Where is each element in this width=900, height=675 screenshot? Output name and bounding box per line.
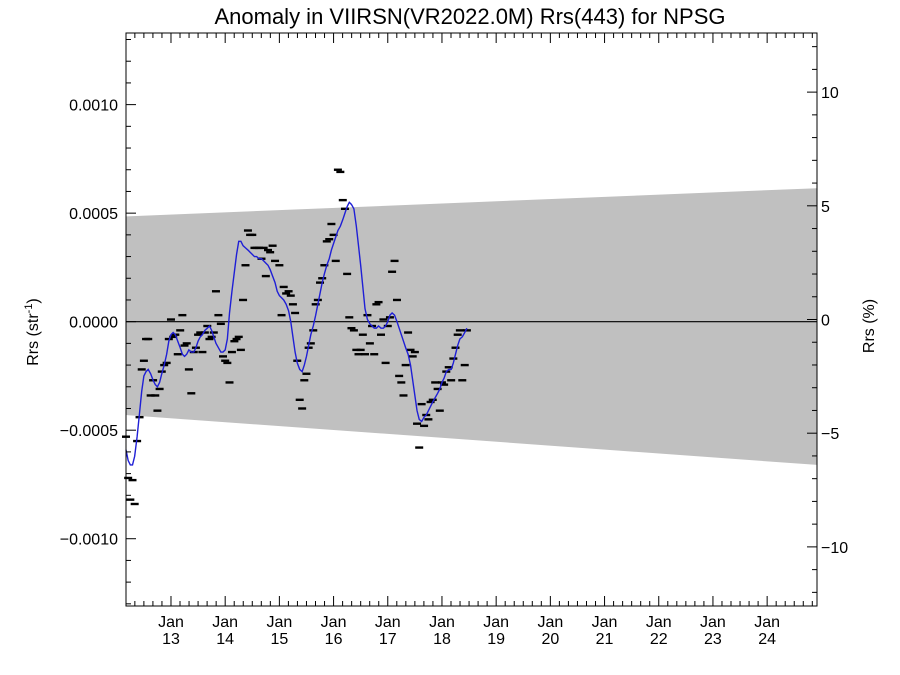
y-tick-label: 0.0010 — [69, 98, 118, 115]
x-tick-label-month: Jan — [321, 614, 347, 631]
series-line — [125, 201, 468, 466]
y-axis-left-title: Rrs (str-1) — [23, 298, 42, 366]
x-tick-label-month: Jan — [646, 614, 672, 631]
y2-tick-label: 10 — [821, 85, 839, 102]
x-tick-label-year: 16 — [325, 631, 343, 648]
y-axis-left-title-close: ) — [25, 298, 42, 303]
y2-tick-label: 0 — [821, 313, 830, 330]
y-tick-label: −0.0005 — [60, 423, 118, 440]
x-tick-label-month: Jan — [212, 614, 238, 631]
y2-tick-label: 5 — [821, 199, 830, 216]
x-axis: Jan13Jan14Jan15Jan16Jan17Jan18Jan19Jan20… — [134, 33, 813, 648]
x-tick-label-year: 22 — [650, 631, 668, 648]
uncertainty-band — [126, 188, 817, 465]
x-tick-label-year: 18 — [433, 631, 451, 648]
x-tick-label-month: Jan — [375, 614, 401, 631]
y-axis-left-title-main: Rrs (str — [25, 313, 42, 366]
y-axis-right-title: Rrs (%) — [861, 299, 878, 353]
y-axis-left: 0.0010 0.0005 0.0000 −0.0005 −0.0010 — [60, 39, 136, 605]
x-tick-label-month: Jan — [158, 614, 184, 631]
x-tick-label-year: 15 — [270, 631, 288, 648]
x-tick-label-month: Jan — [483, 614, 509, 631]
y2-tick-label: −10 — [821, 540, 848, 557]
x-tick-label-month: Jan — [266, 614, 292, 631]
y-axis-left-title-superscript: -1 — [23, 304, 35, 314]
y-tick-label: 0.0000 — [69, 315, 118, 332]
y-tick-label: −0.0010 — [60, 532, 118, 549]
x-tick-label-year: 24 — [758, 631, 776, 648]
x-tick-label-year: 17 — [379, 631, 397, 648]
uncertainty-band-layer — [126, 188, 817, 465]
smoothed-line-layer — [125, 201, 468, 466]
x-tick-label-year: 20 — [541, 631, 559, 648]
x-tick-label-month: Jan — [537, 614, 563, 631]
y-axis-right: 10 5 0 −5 −10 — [807, 46, 848, 593]
x-tick-label-month: Jan — [700, 614, 726, 631]
y2-tick-label: −5 — [821, 426, 839, 443]
y-tick-label: 0.0005 — [69, 206, 118, 223]
chart-title: Anomaly in VIIRSN(VR2022.0M) Rrs(443) fo… — [214, 4, 725, 29]
x-tick-label-year: 14 — [216, 631, 234, 648]
x-tick-label-year: 21 — [596, 631, 614, 648]
x-tick-label-year: 13 — [162, 631, 180, 648]
x-tick-label-month: Jan — [592, 614, 618, 631]
x-tick-label-month: Jan — [754, 614, 780, 631]
x-tick-label-year: 23 — [704, 631, 722, 648]
x-tick-label-month: Jan — [429, 614, 455, 631]
x-tick-label-year: 19 — [487, 631, 505, 648]
